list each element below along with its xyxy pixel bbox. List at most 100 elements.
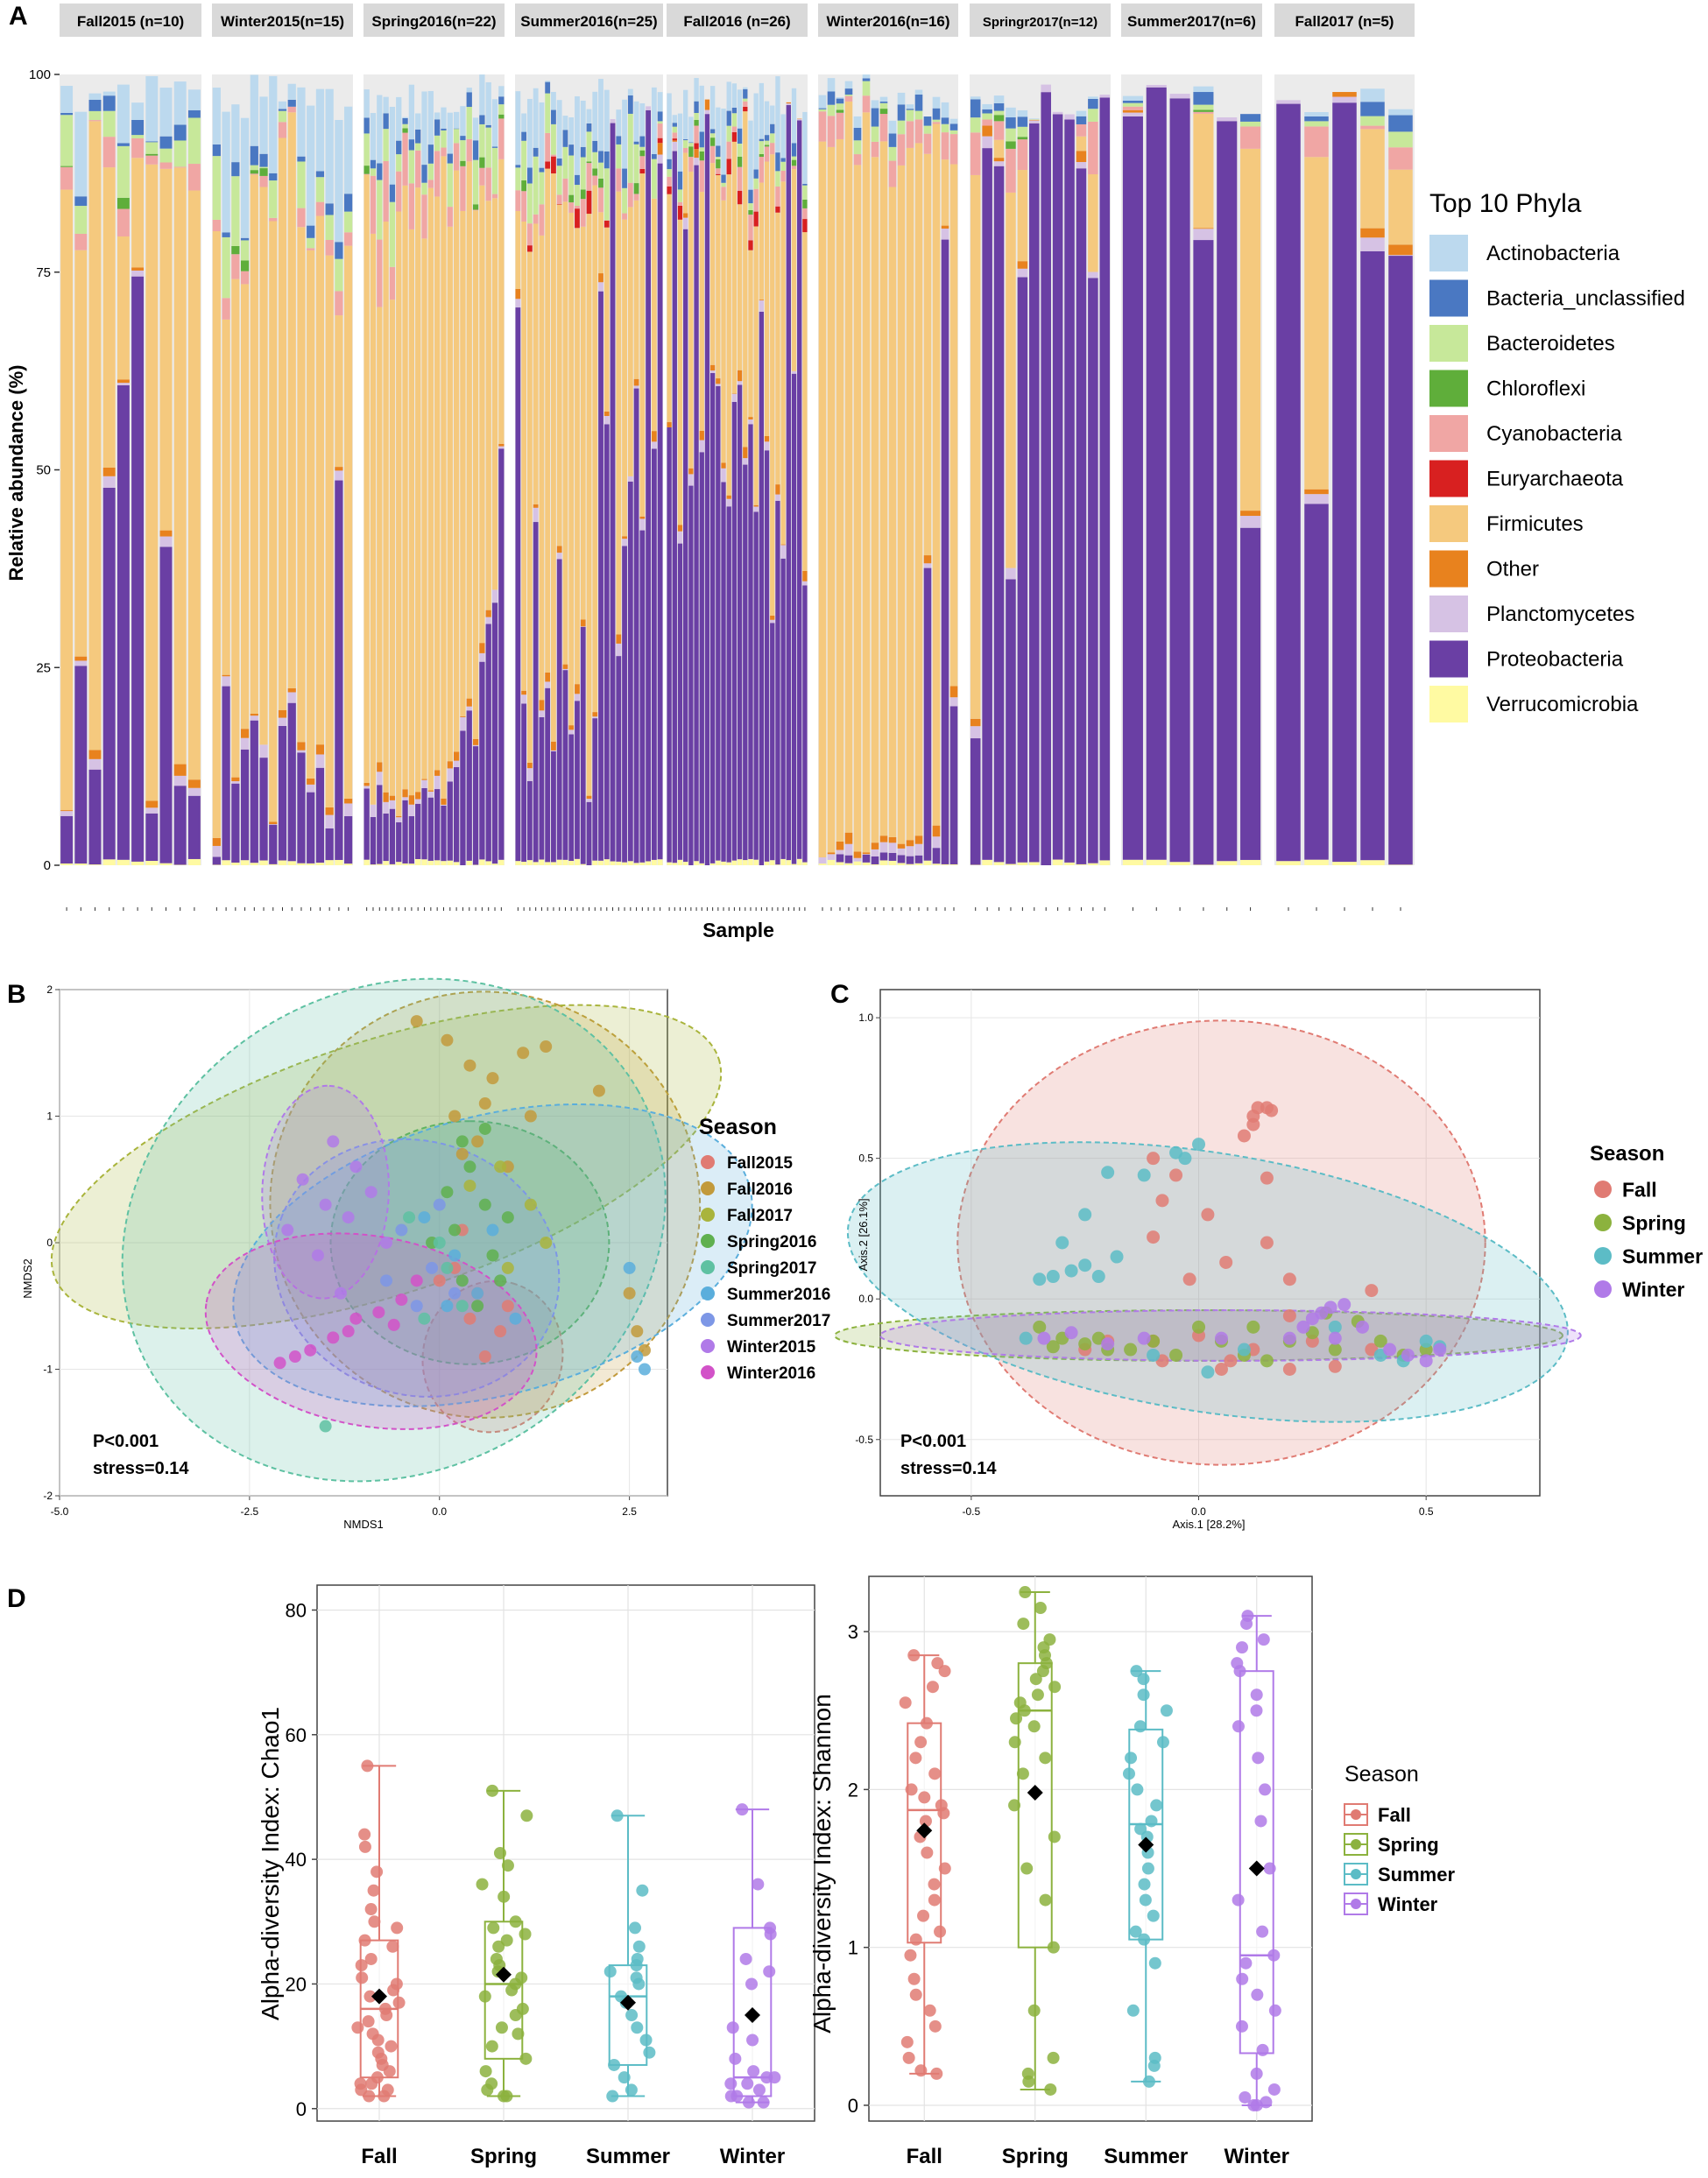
y-tick-label: 1	[46, 1110, 53, 1123]
bar-segment-bacteria-unclassified	[434, 119, 440, 135]
bar-segment-proteobacteria	[390, 809, 395, 864]
bar-segment-firmicutes	[441, 156, 446, 798]
bar-segment-other	[307, 779, 314, 785]
bar-segment-actinobacteria	[673, 115, 677, 123]
bar-segment-other	[802, 571, 807, 582]
bar-segment-bacteria-unclassified	[213, 144, 221, 156]
point-summer	[1146, 1815, 1158, 1827]
bar-segment-chloroflexi	[765, 145, 769, 147]
bar-segment-cyanobacteria	[950, 134, 958, 164]
bar-segment-planctomycetes	[652, 441, 657, 448]
bar-segment-verrucomicrobia	[160, 863, 173, 865]
bar-segment-chloroflexi	[587, 161, 592, 163]
bar-segment-planctomycetes	[259, 744, 267, 758]
bar-segment-other	[754, 505, 759, 507]
bar-segment-firmicutes	[527, 251, 533, 762]
bar-segment-proteobacteria	[732, 402, 737, 861]
point-fall	[372, 2034, 385, 2046]
bar-segment-proteobacteria	[222, 687, 229, 861]
point-spring	[1033, 1321, 1046, 1334]
bar-segment-bacteroidetes	[103, 111, 116, 137]
bar-segment-proteobacteria	[581, 627, 586, 864]
bar-segment-proteobacteria	[770, 623, 774, 860]
bar-segment-bacteroidetes	[727, 126, 731, 142]
bar-segment-bacteria-unclassified	[540, 168, 545, 173]
bar-segment-actinobacteria	[970, 96, 981, 99]
bar-segment-other	[780, 545, 785, 546]
bar-segment-other	[1193, 228, 1213, 229]
bar-segment-chloroflexi	[792, 160, 796, 166]
bar-segment-cyanobacteria	[727, 142, 731, 159]
bar-segment-planctomycetes	[421, 780, 427, 788]
legend-label-other: Other	[1486, 558, 1539, 582]
bar-segment-verrucomicrobia	[765, 862, 769, 865]
bar-segment-firmicutes	[396, 212, 401, 816]
bar-segment-firmicutes	[557, 205, 562, 546]
bar-segment-firmicutes	[1360, 129, 1385, 228]
point-fall	[1201, 1208, 1214, 1221]
point-summer2016	[631, 1350, 643, 1363]
bar-segment-bacteroidetes	[592, 152, 597, 169]
bar-segment-proteobacteria	[231, 784, 239, 863]
bar-segment-proteobacteria	[307, 793, 314, 863]
bar-segment-actinobacteria	[103, 92, 116, 96]
bar-segment-other	[521, 691, 526, 695]
bar-segment-proteobacteria	[563, 670, 568, 860]
legend-label-euryarchaeota: Euryarchaeota	[1486, 468, 1624, 491]
point-summer	[1192, 1138, 1205, 1151]
bar-segment-bacteria-unclassified	[241, 238, 249, 241]
point-fall2016	[411, 1015, 423, 1027]
bar-segment-bacteria-unclassified	[103, 95, 116, 111]
bar-segment-other	[473, 739, 478, 745]
bar-segment-bacteroidetes	[982, 114, 992, 120]
point-spring	[1078, 1337, 1091, 1350]
bar-segment-verrucomicrobia	[545, 862, 550, 865]
bar-segment-planctomycetes	[241, 738, 249, 750]
bar-segment-chloroflexi	[498, 115, 504, 119]
point-spring2017	[403, 1211, 415, 1223]
bar-segment-planctomycetes	[754, 506, 759, 511]
bar-segment-verrucomicrobia	[326, 860, 334, 865]
legend-label-summer2016: Summer2016	[727, 1286, 830, 1304]
bar-segment-actinobacteria	[383, 97, 388, 114]
bar-segment-verrucomicrobia	[658, 859, 663, 865]
bar-segment-bacteria-unclassified	[634, 142, 639, 144]
bar-segment-planctomycetes	[364, 786, 370, 788]
bar-segment-other	[396, 816, 401, 817]
legend-marker-winter2016	[701, 1365, 715, 1379]
bar-segment-bacteria-unclassified	[770, 124, 774, 134]
point-summer	[1078, 1208, 1091, 1221]
bar-segment-planctomycetes	[770, 620, 774, 623]
bar-segment-verrucomicrobia	[667, 863, 671, 865]
bar-segment-other	[60, 810, 73, 811]
bar-segment-verrucomicrobia	[297, 863, 305, 865]
point-winter	[1257, 2044, 1269, 2056]
bar-segment-proteobacteria	[383, 814, 388, 861]
bar-segment-actinobacteria	[371, 113, 376, 160]
bar-segment-cyanobacteria	[634, 194, 639, 200]
legend-label-fall2016: Fall2016	[727, 1181, 793, 1199]
bar-segment-verrucomicrobia	[307, 863, 314, 865]
bar-segment-other	[924, 555, 932, 563]
bar-segment-bacteroidetes	[802, 186, 807, 200]
bar-segment-verrucomicrobia	[898, 863, 906, 865]
bar-segment-actinobacteria	[326, 89, 334, 204]
bar-segment-firmicutes	[710, 163, 715, 365]
bar-segment-cyanobacteria	[1388, 147, 1413, 169]
bar-segment-verrucomicrobia	[222, 860, 229, 865]
bar-segment-bacteroidetes	[907, 110, 914, 122]
point-spring	[1260, 1354, 1274, 1367]
point-fall	[368, 1915, 380, 1928]
point-summer2016	[441, 1300, 453, 1312]
bar-segment-firmicutes	[732, 142, 737, 393]
bar-segment-firmicutes	[775, 213, 780, 484]
bar-segment-firmicutes	[667, 194, 671, 422]
bar-segment-verrucomicrobia	[390, 864, 395, 865]
bar-segment-actinobacteria	[727, 81, 731, 110]
bar-segment-proteobacteria	[297, 752, 305, 863]
panel-b-p-value: P<0.001	[93, 1432, 159, 1451]
facet-strip-label: Spring2016(n=22)	[371, 13, 496, 30]
bar-segment-firmicutes	[74, 250, 87, 657]
bar-segment-chloroflexi	[1193, 109, 1213, 111]
bar-segment-other	[667, 422, 671, 427]
